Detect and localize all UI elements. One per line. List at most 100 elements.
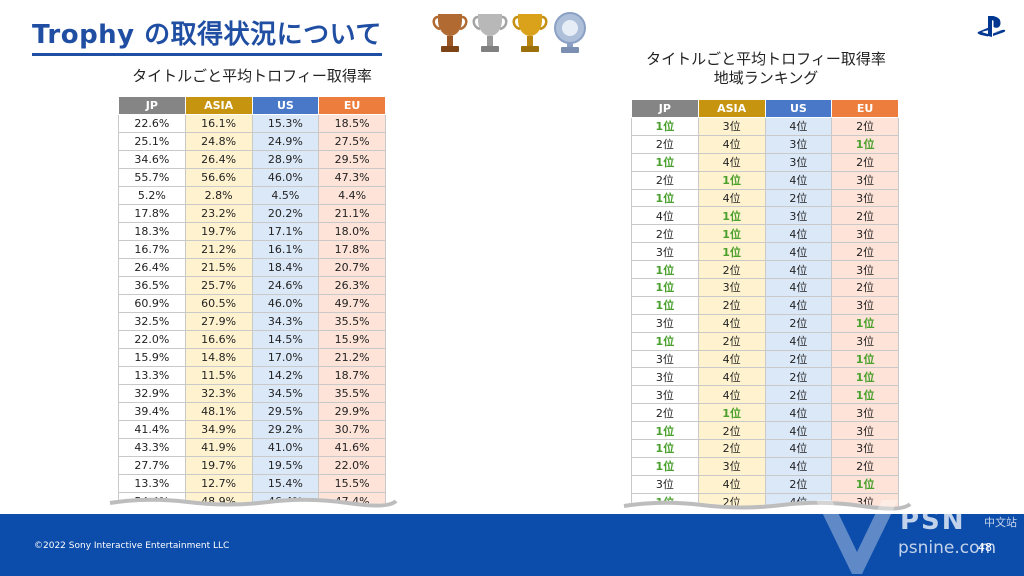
rank-cell: 4位 (697, 349, 766, 369)
right-table-title-line2: 地域ランキング (713, 69, 819, 87)
rate-cell: 17.1% (251, 222, 320, 241)
rank-cell: 1位 (631, 117, 699, 136)
rank-cell: 2位 (697, 260, 766, 280)
table-row: 32.5% 27.9% 34.3% 35.5% (118, 312, 386, 331)
rank-cell: 1位 (697, 206, 766, 226)
table-row: 22.0% 16.6% 14.5% 15.9% (118, 330, 386, 349)
right-header-asia: ASIA (697, 99, 766, 118)
left-header-eu: EU (318, 96, 386, 115)
rank-cell: 2位 (764, 474, 833, 494)
rate-cell: 41.0% (251, 438, 320, 457)
rate-cell: 18.7% (318, 366, 386, 385)
left-header-asia: ASIA (184, 96, 253, 115)
rank-cell: 1位 (697, 403, 766, 423)
rank-cell: 1位 (697, 224, 766, 244)
rate-cell: 17.8% (118, 204, 186, 223)
rate-cell: 28.9% (251, 150, 320, 169)
rank-cell: 3位 (631, 313, 699, 333)
rate-cell: 56.6% (184, 168, 253, 187)
rate-cell: 17.8% (318, 240, 386, 259)
rank-cell: 3位 (831, 331, 899, 351)
rank-cell: 4位 (697, 313, 766, 333)
rank-cell: 3位 (831, 421, 899, 441)
rank-cell: 4位 (764, 421, 833, 441)
rate-cell: 14.5% (251, 330, 320, 349)
copyright-text: ©2022 Sony Interactive Entertainment LLC (34, 541, 230, 551)
playstation-logo-icon (977, 16, 1006, 37)
watermark-brand: PSN (900, 506, 966, 536)
table-row: 18.3% 19.7% 17.1% 18.0% (118, 222, 386, 241)
table-row: 22.6% 16.1% 15.3% 18.5% (118, 114, 386, 133)
left-table-header-row: JP ASIA US EU (118, 96, 386, 115)
table-row: 25.1% 24.8% 24.9% 27.5% (118, 132, 386, 151)
rate-cell: 32.3% (184, 384, 253, 403)
rate-cell: 18.4% (251, 258, 320, 277)
watermark-brand-cn: 中文站 (984, 516, 1017, 529)
rate-cell: 46.0% (251, 168, 320, 187)
rate-cell: 20.7% (318, 258, 386, 277)
rank-cell: 4位 (697, 367, 766, 387)
rate-cell: 32.9% (118, 384, 186, 403)
rate-cell: 24.9% (251, 132, 320, 151)
right-table-header-row: JP ASIA US EU (631, 99, 899, 118)
rank-cell: 1位 (631, 456, 699, 476)
rate-cell: 27.5% (318, 132, 386, 151)
rank-cell: 4位 (697, 385, 766, 405)
table-row: 32.9% 32.3% 34.5% 35.5% (118, 384, 386, 403)
rank-cell: 2位 (831, 206, 899, 226)
rate-cell: 34.6% (118, 150, 186, 169)
rate-cell: 19.7% (184, 456, 253, 475)
rate-cell: 24.6% (251, 276, 320, 295)
rate-cell: 15.3% (251, 114, 320, 133)
rate-cell: 16.6% (184, 330, 253, 349)
right-header-eu: EU (831, 99, 899, 118)
rank-cell: 3位 (764, 134, 833, 154)
rank-cell: 4位 (764, 117, 833, 136)
rank-cell: 4位 (764, 456, 833, 476)
table-row: 15.9% 14.8% 17.0% 21.2% (118, 348, 386, 367)
rank-cell: 3位 (697, 456, 766, 476)
left-table-title: タイトルごと平均トロフィー取得率 (132, 67, 372, 85)
rank-cell: 1位 (831, 474, 899, 494)
rank-cell: 4位 (764, 260, 833, 280)
table-row: 26.4% 21.5% 18.4% 20.7% (118, 258, 386, 277)
page-number: 48 (978, 541, 992, 554)
rate-cell: 15.9% (318, 330, 386, 349)
watermark-url: psnine.com (898, 538, 997, 558)
platinum-trophy-icon (554, 12, 586, 53)
rank-cell: 2位 (631, 134, 699, 154)
table-row: 3位 4位 2位 1位 (631, 367, 899, 387)
rate-cell: 39.4% (118, 402, 186, 421)
rate-cell: 29.2% (251, 420, 320, 439)
rank-cell: 2位 (764, 367, 833, 387)
table-row: 3位 4位 2位 1位 (631, 313, 899, 333)
table-row: 39.4% 48.1% 29.5% 29.9% (118, 402, 386, 421)
rank-cell: 2位 (831, 242, 899, 262)
rank-cell: 1位 (831, 367, 899, 387)
rank-cell: 4位 (764, 295, 833, 315)
rank-cell: 4位 (697, 188, 766, 208)
rank-cell: 1位 (697, 170, 766, 190)
left-header-us: US (251, 96, 320, 115)
rank-cell: 4位 (764, 403, 833, 423)
bronze-trophy-icon (432, 14, 468, 52)
rate-cell: 34.9% (184, 420, 253, 439)
rank-cell: 3位 (631, 474, 699, 494)
table-row: 27.7% 19.7% 19.5% 22.0% (118, 456, 386, 475)
rank-cell: 1位 (831, 385, 899, 405)
right-header-us: US (764, 99, 833, 118)
right-table: JP ASIA US EU 1位 3位 4位 2位 2位 4位 3位 1位 1位 4位 3位 2位 2位… (631, 99, 899, 512)
rate-cell: 22.6% (118, 114, 186, 133)
rate-cell: 15.5% (318, 474, 386, 493)
rate-cell: 41.6% (318, 438, 386, 457)
rate-cell: 16.1% (184, 114, 253, 133)
table-row: 16.7% 21.2% 16.1% 17.8% (118, 240, 386, 259)
footer-bar (0, 514, 1024, 576)
rank-cell: 4位 (697, 134, 766, 154)
rate-cell: 21.5% (184, 258, 253, 277)
rate-cell: 22.0% (118, 330, 186, 349)
table-row: 3位 1位 4位 2位 (631, 242, 899, 262)
